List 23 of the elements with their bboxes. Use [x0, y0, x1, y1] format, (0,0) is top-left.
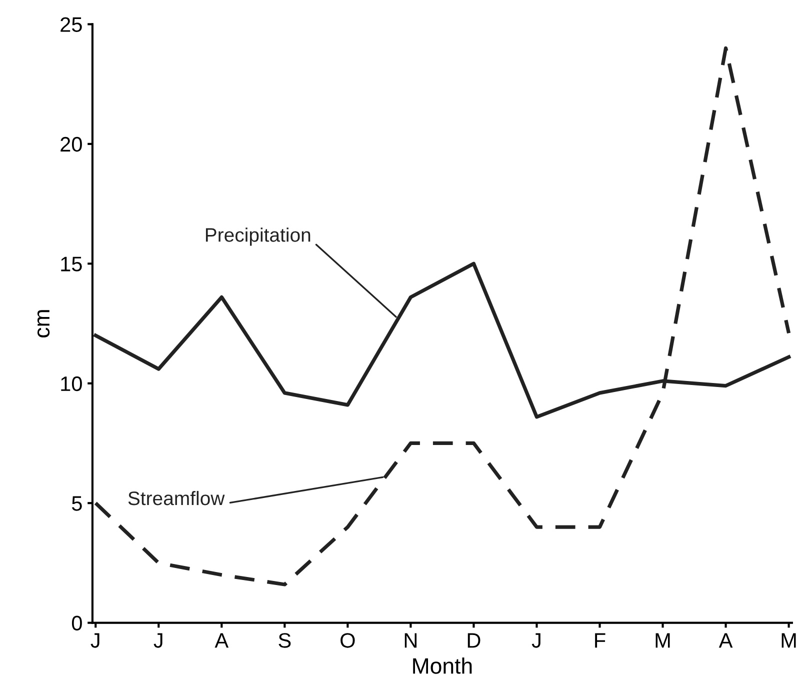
x-tick-label: J — [532, 633, 540, 648]
x-tick-label: M — [656, 633, 670, 648]
x-tick-label: A — [718, 633, 733, 648]
x-tick-label: J — [90, 633, 100, 648]
y-tick-label: 10 — [61, 376, 82, 392]
x-tick-label: J — [154, 633, 162, 648]
y-tick-label: 15 — [61, 256, 82, 272]
y-tick-label: 20 — [60, 136, 82, 152]
x-tick-label: O — [340, 633, 355, 648]
text: Precipitation — [206, 228, 310, 246]
x-tick-label: F — [595, 633, 606, 648]
y-axis-title: cm — [37, 310, 50, 338]
series-label: Streamflow — [128, 490, 225, 506]
x-tick-label: D — [468, 633, 480, 648]
x-axis-title: Month — [413, 658, 472, 674]
y-tick-label: 0 — [72, 616, 82, 631]
y-tick-label: 25 — [60, 17, 82, 32]
y-tick-label: 5 — [72, 496, 82, 511]
x-tick-label: S — [278, 633, 291, 648]
x-tick-label: M — [782, 633, 796, 648]
line-series — [94, 46, 791, 586]
x-tick-label: N — [404, 633, 417, 648]
x-tick-label: A — [214, 633, 229, 648]
